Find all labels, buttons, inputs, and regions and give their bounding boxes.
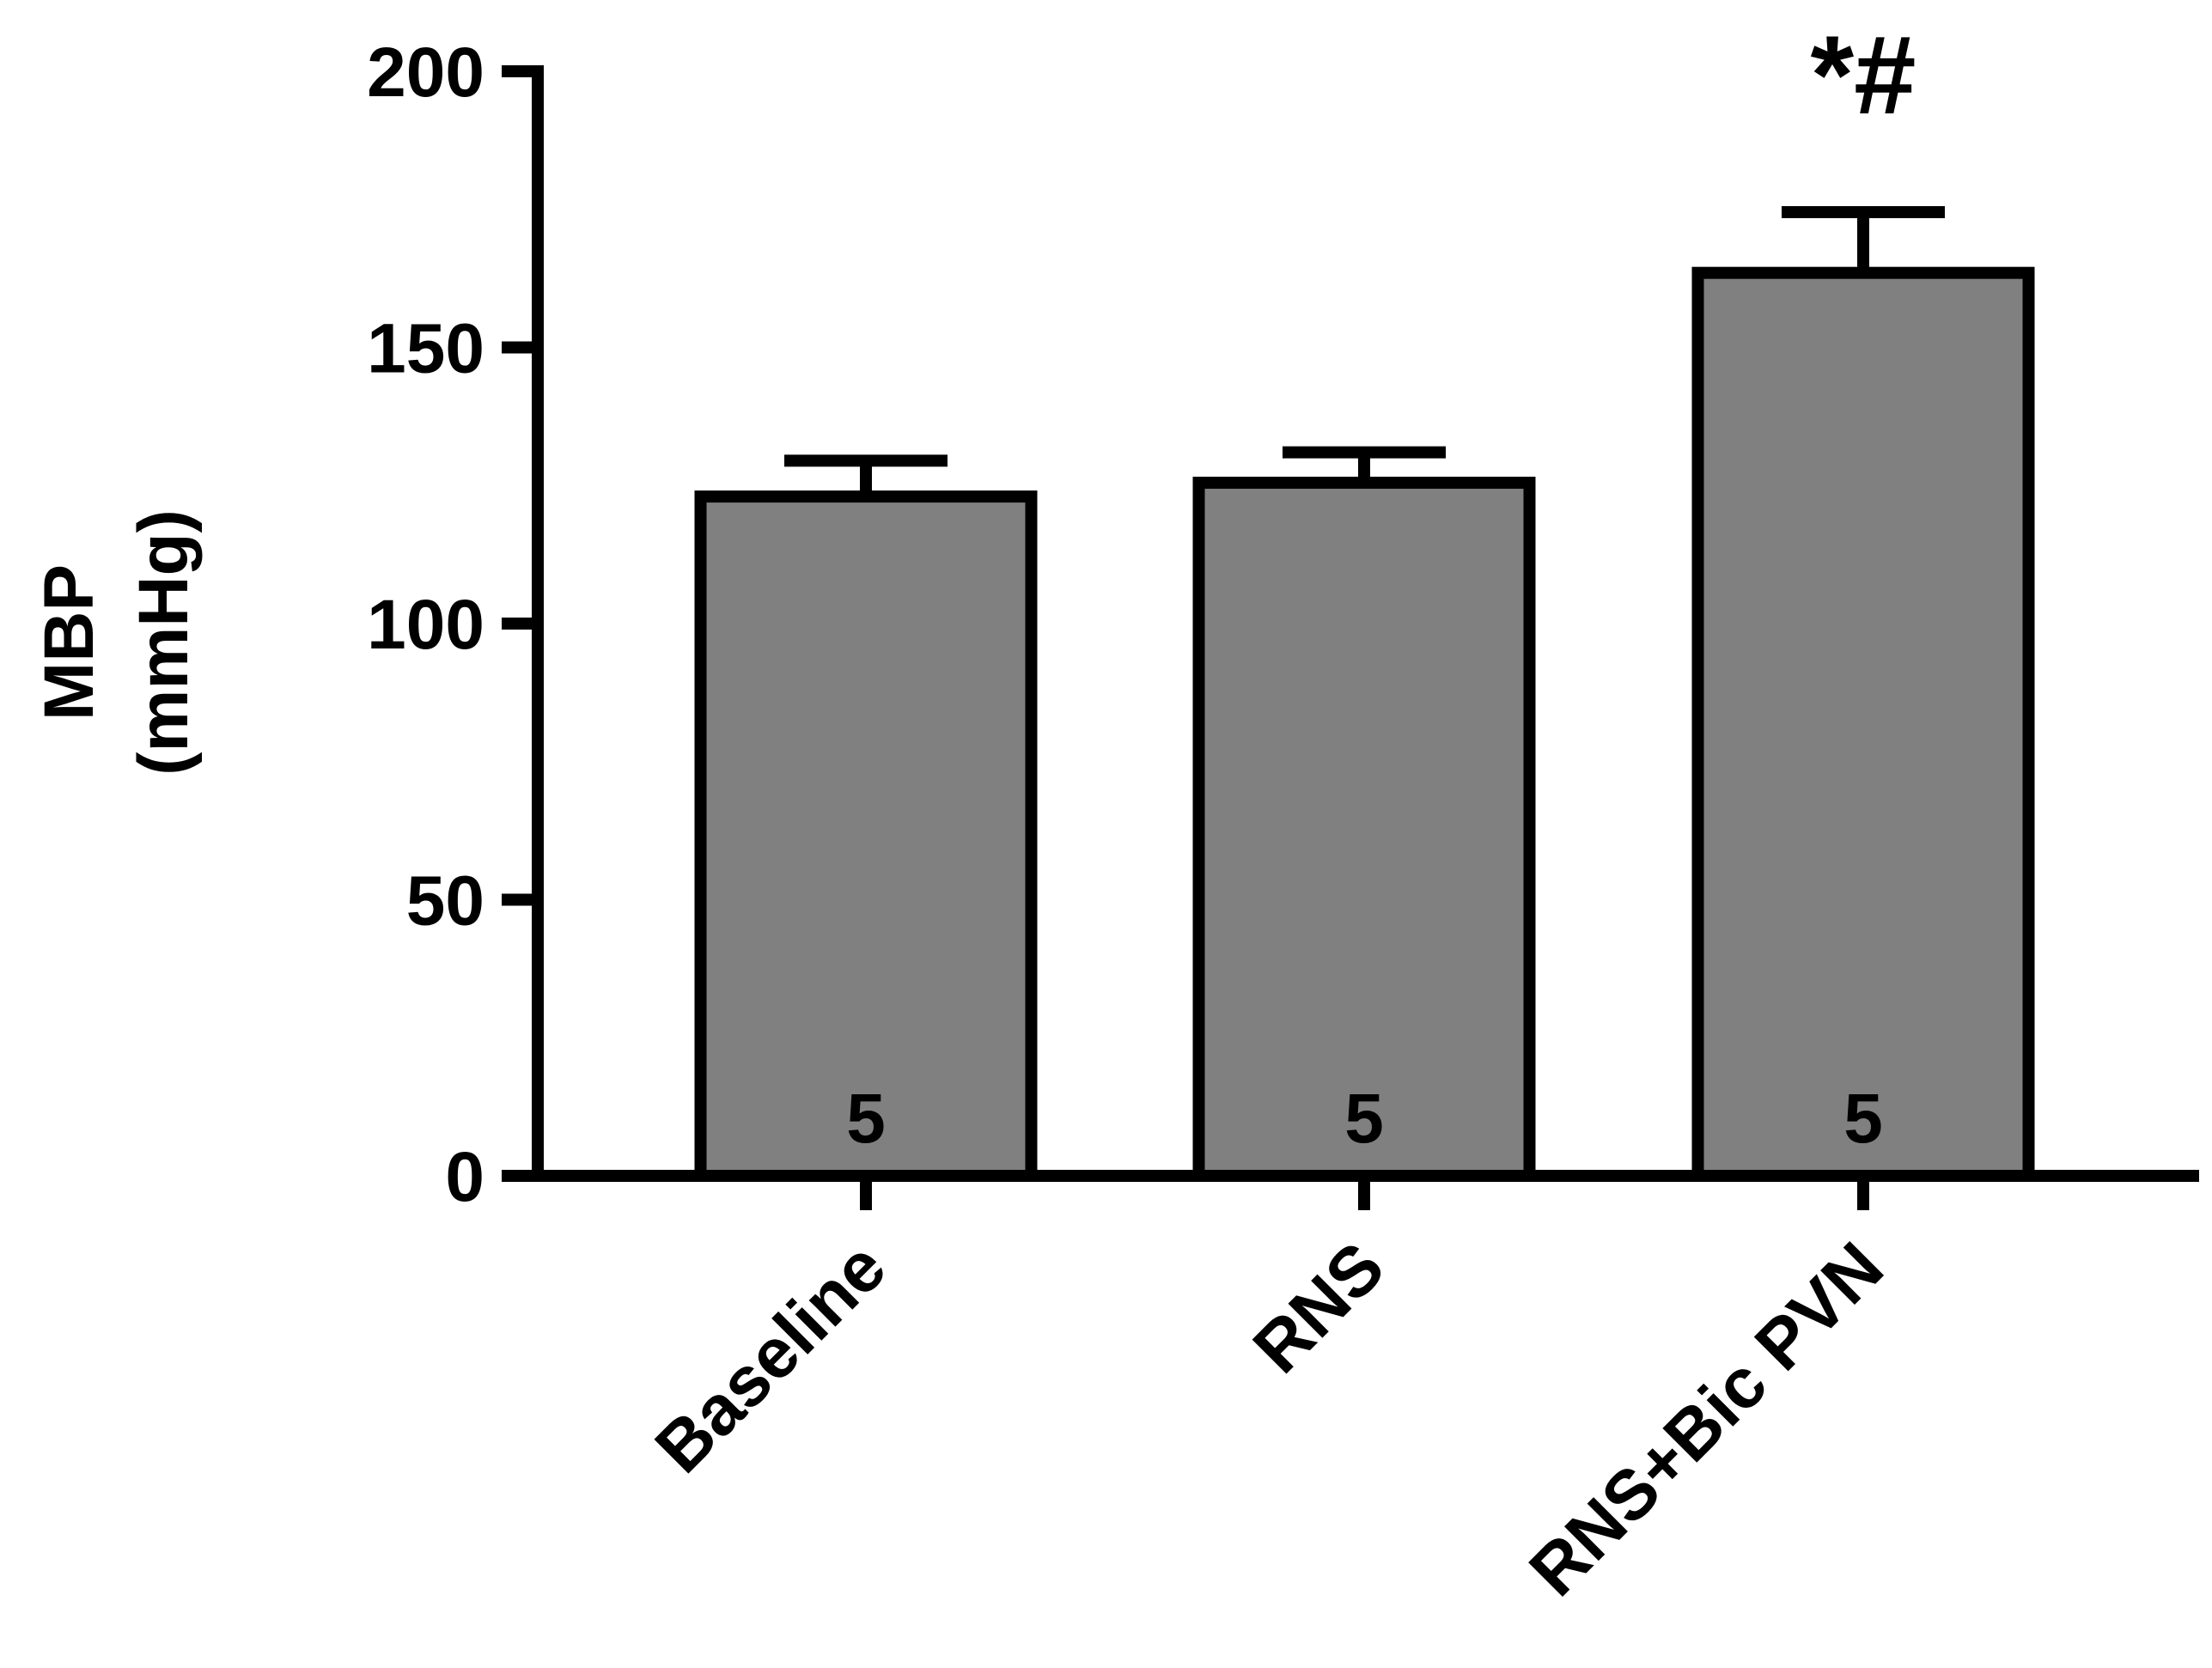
x-axis: Baseline RNS RNS+Bic PVN: [532, 1170, 2199, 1611]
bar-n-label: 5: [1843, 1080, 1883, 1158]
y-axis: 0 50 100 150 200: [367, 33, 544, 1216]
bar-n-label: 5: [1344, 1080, 1384, 1158]
y-tick-label: 0: [445, 1138, 484, 1216]
y-tick-label: 150: [367, 310, 484, 388]
bar-0: [694, 490, 1038, 1182]
bar-2: [1691, 266, 2035, 1183]
bars: 5 5 5 *#: [694, 12, 2035, 1183]
bar-n-label: 5: [846, 1080, 886, 1158]
y-axis-label-line1: MBP: [30, 564, 108, 721]
y-tick-label: 50: [406, 862, 484, 941]
y-axis-label-line2: (mmHg): [125, 509, 203, 776]
x-category-label: RNS+Bic PVN: [1515, 1227, 1898, 1610]
y-tick-label: 200: [367, 33, 484, 112]
x-category-label: Baseline: [641, 1227, 901, 1488]
significance-annotation: *#: [1811, 12, 1916, 137]
y-tick-label: 100: [367, 586, 484, 664]
x-category-label: RNS: [1239, 1227, 1399, 1388]
bar-1: [1192, 477, 1536, 1182]
